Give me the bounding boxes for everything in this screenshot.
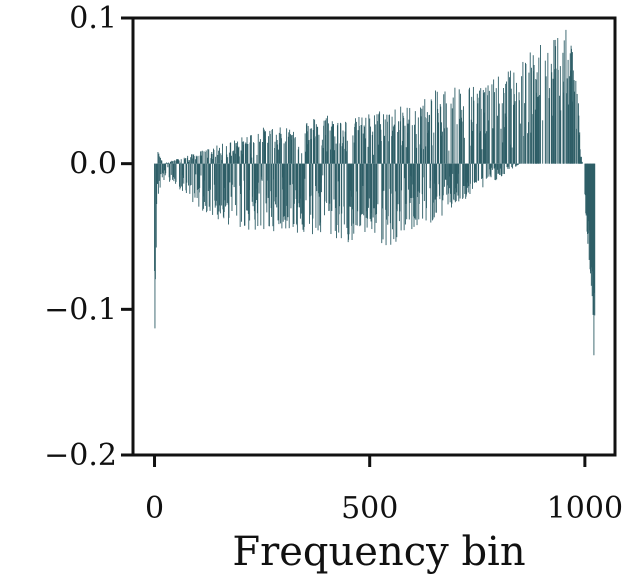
x-tick-label: 1000 <box>547 491 623 526</box>
x-tick-label: 0 <box>145 491 164 526</box>
x-axis: 0 500 1000 <box>145 455 623 526</box>
y-tick-label: −0.2 <box>44 438 117 473</box>
y-tick-label: 0.1 <box>69 1 117 36</box>
x-tick-label: 500 <box>341 491 398 526</box>
y-axis: 0.1 0.0 −0.1 −0.2 <box>44 1 133 473</box>
y-tick-label: −0.1 <box>44 292 117 327</box>
bars-group <box>154 29 596 356</box>
x-axis-title: Frequency bin <box>232 529 525 574</box>
plot-frame <box>131 16 617 457</box>
y-tick-label: 0.0 <box>69 147 117 182</box>
